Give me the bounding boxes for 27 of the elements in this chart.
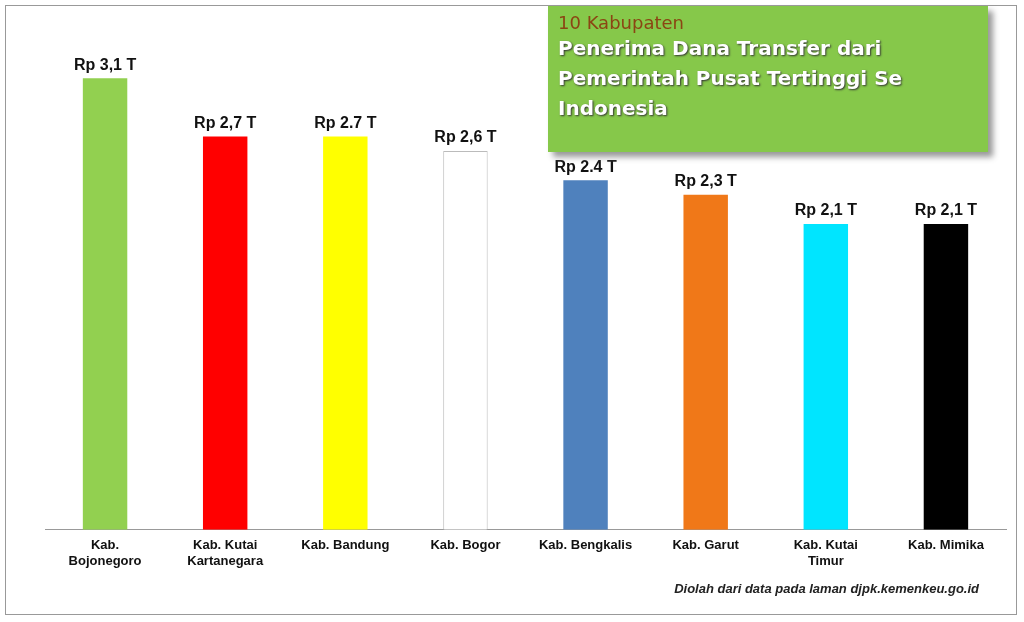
data-label: Rp 2.4 T	[554, 157, 617, 175]
bar	[323, 136, 368, 530]
x-tick-label: Kab. Bandung	[301, 537, 390, 553]
x-tick-label: Kab. Kutai Kartanegara	[187, 537, 264, 568]
x-tick-label: Kab. Garut	[672, 537, 740, 553]
data-label: Rp 3,1 T	[73, 55, 137, 73]
bar	[563, 180, 608, 530]
data-label: Rp 2,3 T	[674, 172, 738, 190]
text: Diolah dari data pada laman djpk.kemenkeu.go.id	[674, 581, 979, 596]
data-label: Rp 2,1 T	[914, 201, 978, 219]
chart-subtitle: 10 Kabupaten	[558, 12, 685, 33]
x-tick-label: Kab. Bojonegoro	[68, 537, 142, 568]
data-label: Rp 2,6 T	[434, 128, 497, 146]
bar	[202, 136, 248, 530]
bar	[803, 223, 849, 530]
data-label: Rp 2,7 T	[194, 113, 257, 131]
data-label: Rp 2.7 T	[314, 113, 377, 131]
bar	[923, 223, 969, 530]
x-tick-label: Kab. Bogor	[430, 537, 501, 553]
data-label: Rp 2,1 T	[794, 201, 858, 219]
x-tick-label: Kab. Kutai Timur	[793, 537, 858, 568]
bar	[683, 194, 728, 530]
title-box: 10 Kabupaten Penerima Dana Transfer dari Pemerintah Pusat Tertinggi Se Indonesia	[548, 6, 988, 152]
bar	[82, 78, 128, 530]
x-tick-label: Kab. Mimika	[908, 537, 985, 553]
x-tick-label: Kab. Bengkalis	[538, 537, 633, 553]
chart-title: Penerima Dana Transfer dari Pemerintah Pusat Tertinggi Se Indonesia	[558, 35, 904, 122]
